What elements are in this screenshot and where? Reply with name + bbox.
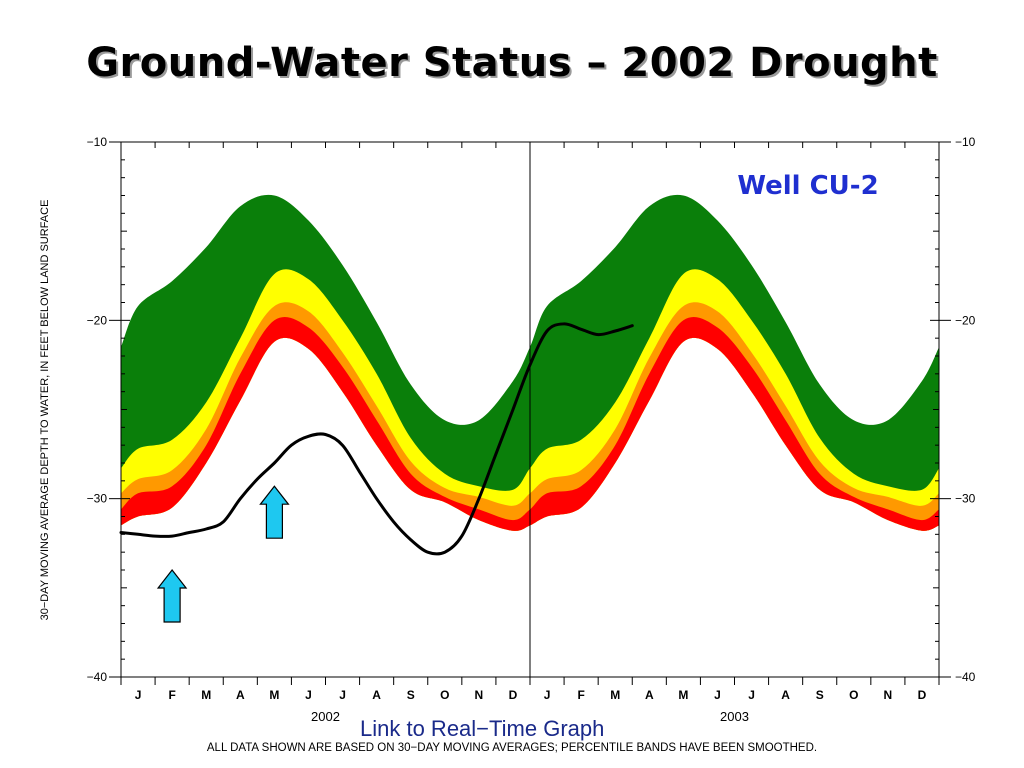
year-label: 2003 xyxy=(720,709,749,724)
month-label: A xyxy=(781,688,790,702)
footnote: ALL DATA SHOWN ARE BASED ON 30−DAY MOVIN… xyxy=(206,742,818,754)
month-label: N xyxy=(884,688,893,702)
month-label: J xyxy=(305,688,312,702)
y-tick-label-left: −20 xyxy=(87,313,108,327)
month-label: D xyxy=(918,688,927,702)
month-label: J xyxy=(748,688,755,702)
band-red xyxy=(121,316,939,531)
y-tick-label-right: −10 xyxy=(955,135,976,149)
month-label: A xyxy=(645,688,654,702)
real-time-graph-link[interactable]: Link to Real−Time Graph xyxy=(360,716,605,741)
month-label: M xyxy=(610,688,620,702)
month-label: S xyxy=(407,688,415,702)
y-tick-label-left: −30 xyxy=(87,492,108,506)
y-tick-label-left: −40 xyxy=(87,670,108,684)
month-label: J xyxy=(135,688,142,702)
month-label: D xyxy=(509,688,518,702)
year-label: 2002 xyxy=(311,709,340,724)
y-tick-label-right: −30 xyxy=(955,492,976,506)
well-label: Well CU-2 xyxy=(737,171,878,201)
chart-axes: −10 −10 −20 −20 −30 −30 −40 −40 J F M A M J J A S O N D J F M A… xyxy=(87,135,976,724)
up-arrow-icon xyxy=(156,569,188,623)
water-level-line xyxy=(119,322,634,556)
month-label: M xyxy=(269,688,279,702)
month-label: J xyxy=(544,688,551,702)
month-label: N xyxy=(475,688,484,702)
month-label: M xyxy=(678,688,688,702)
y-tick-label-left: −10 xyxy=(87,135,108,149)
month-label: J xyxy=(714,688,721,702)
annotations xyxy=(156,485,290,623)
slide-title: Ground-Water Status – 2002 Drought xyxy=(86,40,938,86)
month-label: F xyxy=(168,688,175,702)
month-label: A xyxy=(236,688,245,702)
y-tick-label-right: −40 xyxy=(955,670,976,684)
month-label: A xyxy=(372,688,381,702)
month-label: M xyxy=(201,688,211,702)
month-label: J xyxy=(339,688,346,702)
y-axis-label: 30−DAY MOVING AVERAGE DEPTH TO WATER, IN… xyxy=(39,200,51,621)
y-tick-label-right: −20 xyxy=(955,313,976,327)
month-label: F xyxy=(577,688,584,702)
water-level-series xyxy=(119,322,634,556)
month-label: O xyxy=(849,688,858,702)
month-label: O xyxy=(440,688,449,702)
month-label: S xyxy=(816,688,824,702)
up-arrow-icon xyxy=(259,485,290,539)
